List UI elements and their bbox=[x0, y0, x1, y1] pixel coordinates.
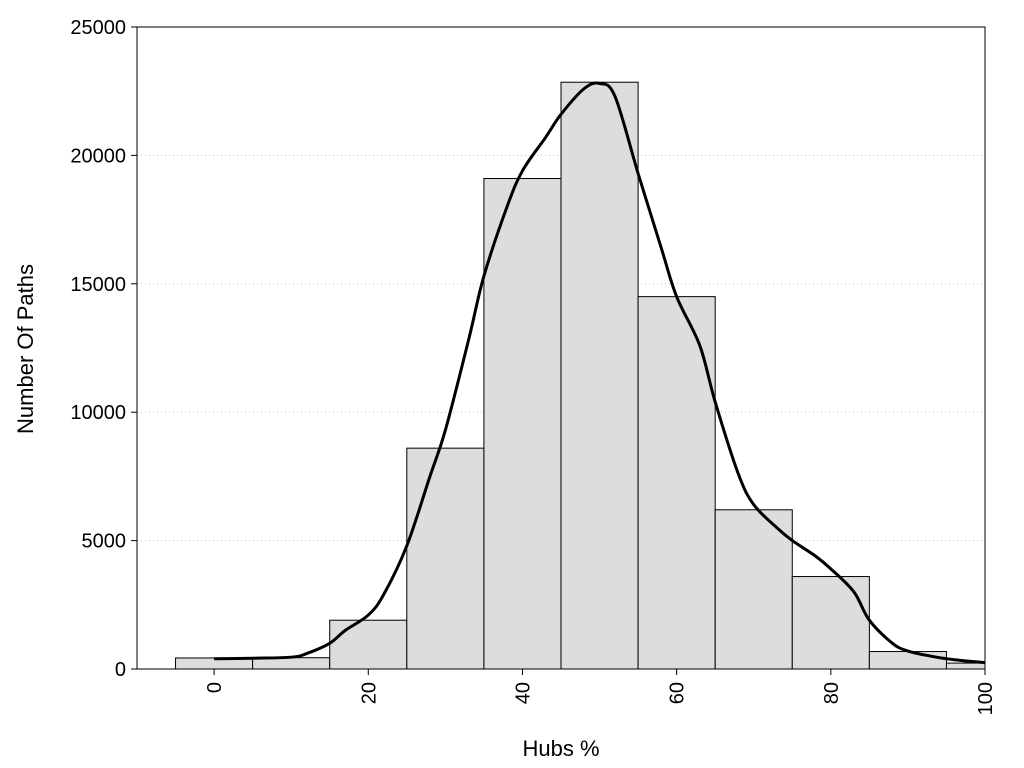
density-curve-group bbox=[214, 81, 986, 665]
histogram-bar bbox=[483, 178, 562, 670]
y-axis-label: Number Of Paths bbox=[13, 264, 38, 434]
y-tick-label: 25000 bbox=[70, 17, 126, 39]
histogram-bar bbox=[868, 651, 947, 670]
histogram-bars bbox=[175, 81, 986, 670]
x-tick-label: 60 bbox=[667, 682, 689, 704]
y-tick-label: 15000 bbox=[70, 274, 126, 296]
histogram-bar bbox=[945, 662, 986, 670]
histogram-bar bbox=[637, 296, 716, 670]
histogram-bar bbox=[560, 81, 639, 670]
plot-frame bbox=[136, 26, 986, 670]
x-axis-ticks: 0 20 40 60 80 100 bbox=[204, 669, 997, 715]
histogram-bar bbox=[791, 576, 870, 670]
y-tick-label: 10000 bbox=[70, 402, 126, 424]
y-tick-label: 0 bbox=[115, 659, 126, 681]
density-curve bbox=[214, 81, 986, 665]
x-tick-label: 80 bbox=[821, 682, 843, 704]
histogram-bar bbox=[714, 509, 793, 670]
y-tick-label: 5000 bbox=[82, 531, 127, 553]
histogram-bar bbox=[329, 619, 408, 670]
x-tick-label: 40 bbox=[512, 682, 534, 704]
x-tick-label: 100 bbox=[975, 682, 997, 715]
x-tick-label: 0 bbox=[204, 682, 226, 693]
x-axis-label: Hubs % bbox=[522, 736, 599, 761]
histogram-bar bbox=[406, 447, 485, 670]
y-tick-label: 20000 bbox=[70, 145, 126, 167]
y-axis-ticks: 0 5000 10000 15000 20000 25000 bbox=[70, 17, 137, 681]
x-tick-label: 20 bbox=[358, 682, 380, 704]
